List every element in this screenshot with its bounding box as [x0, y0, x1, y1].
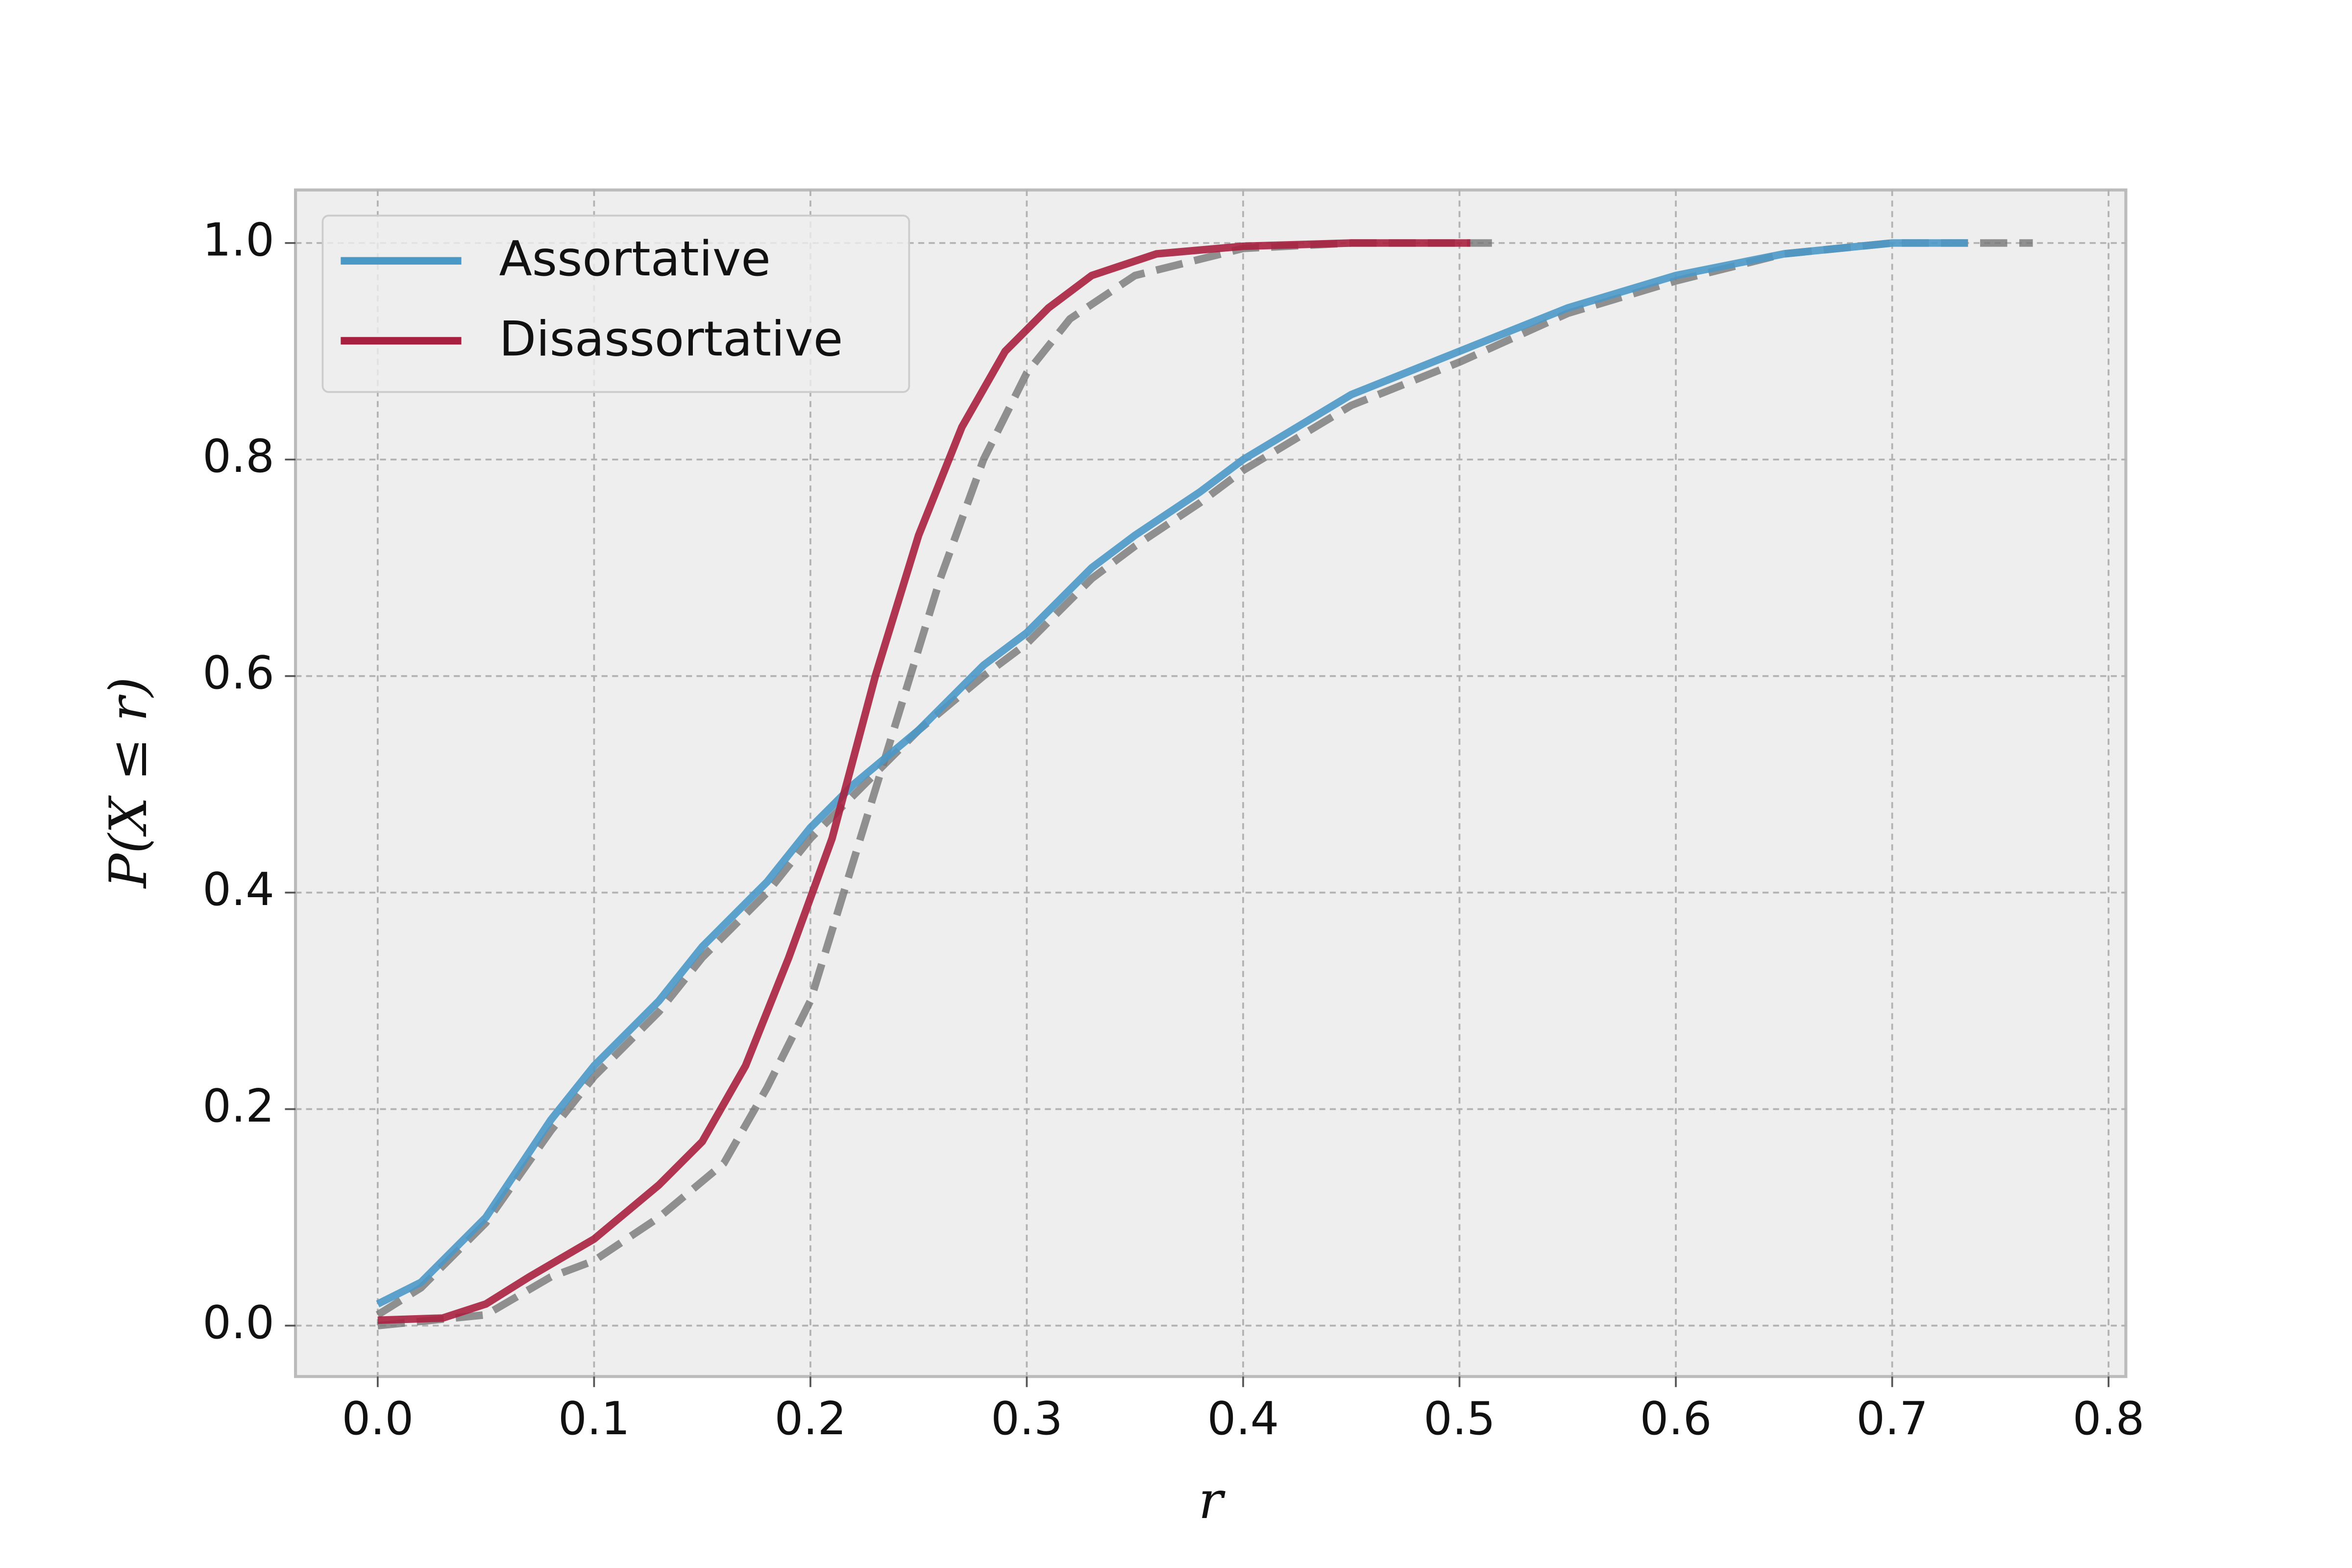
legend-label: Disassortative — [499, 311, 843, 367]
y-tick-label: 0.2 — [202, 1079, 274, 1132]
legend: Assortative Disassortative — [321, 215, 910, 393]
y-tick-label: 0.8 — [202, 430, 274, 483]
series-line — [377, 239, 1470, 1324]
y-tick-label: 1.0 — [202, 213, 274, 266]
x-axis-label: r — [1199, 1470, 1226, 1530]
y-tick-label: 0.4 — [202, 863, 274, 916]
series-line — [376, 239, 1968, 1308]
fit-line — [377, 239, 1492, 1330]
x-tick-label: 0.4 — [1207, 1392, 1279, 1445]
x-tick-label: 0.7 — [1856, 1392, 1928, 1445]
legend-label: Assortative — [499, 231, 770, 287]
x-tick-label: 0.1 — [558, 1392, 630, 1445]
y-axis-label: P(X ≤ r) — [98, 677, 158, 889]
x-tick-label: 0.0 — [342, 1392, 414, 1445]
lines — [375, 239, 2033, 1330]
y-tick-label: 0.6 — [202, 646, 274, 699]
x-tick-label: 0.3 — [991, 1392, 1063, 1445]
grid: 0.0 0.1 0.2 0.3 0.4 0.5 0.6 0.7 0.8 0.0 0.2 0.4 0.6 0… — [202, 190, 2145, 1445]
x-tick-label: 0.5 — [1423, 1392, 1495, 1445]
x-tick-label: 0.8 — [2073, 1392, 2145, 1445]
fit-line — [375, 239, 2033, 1318]
legend-box — [321, 215, 910, 393]
y-tick-label: 0.0 — [202, 1296, 274, 1349]
x-tick-label: 0.2 — [775, 1392, 847, 1445]
x-tick-label: 0.6 — [1640, 1392, 1712, 1445]
